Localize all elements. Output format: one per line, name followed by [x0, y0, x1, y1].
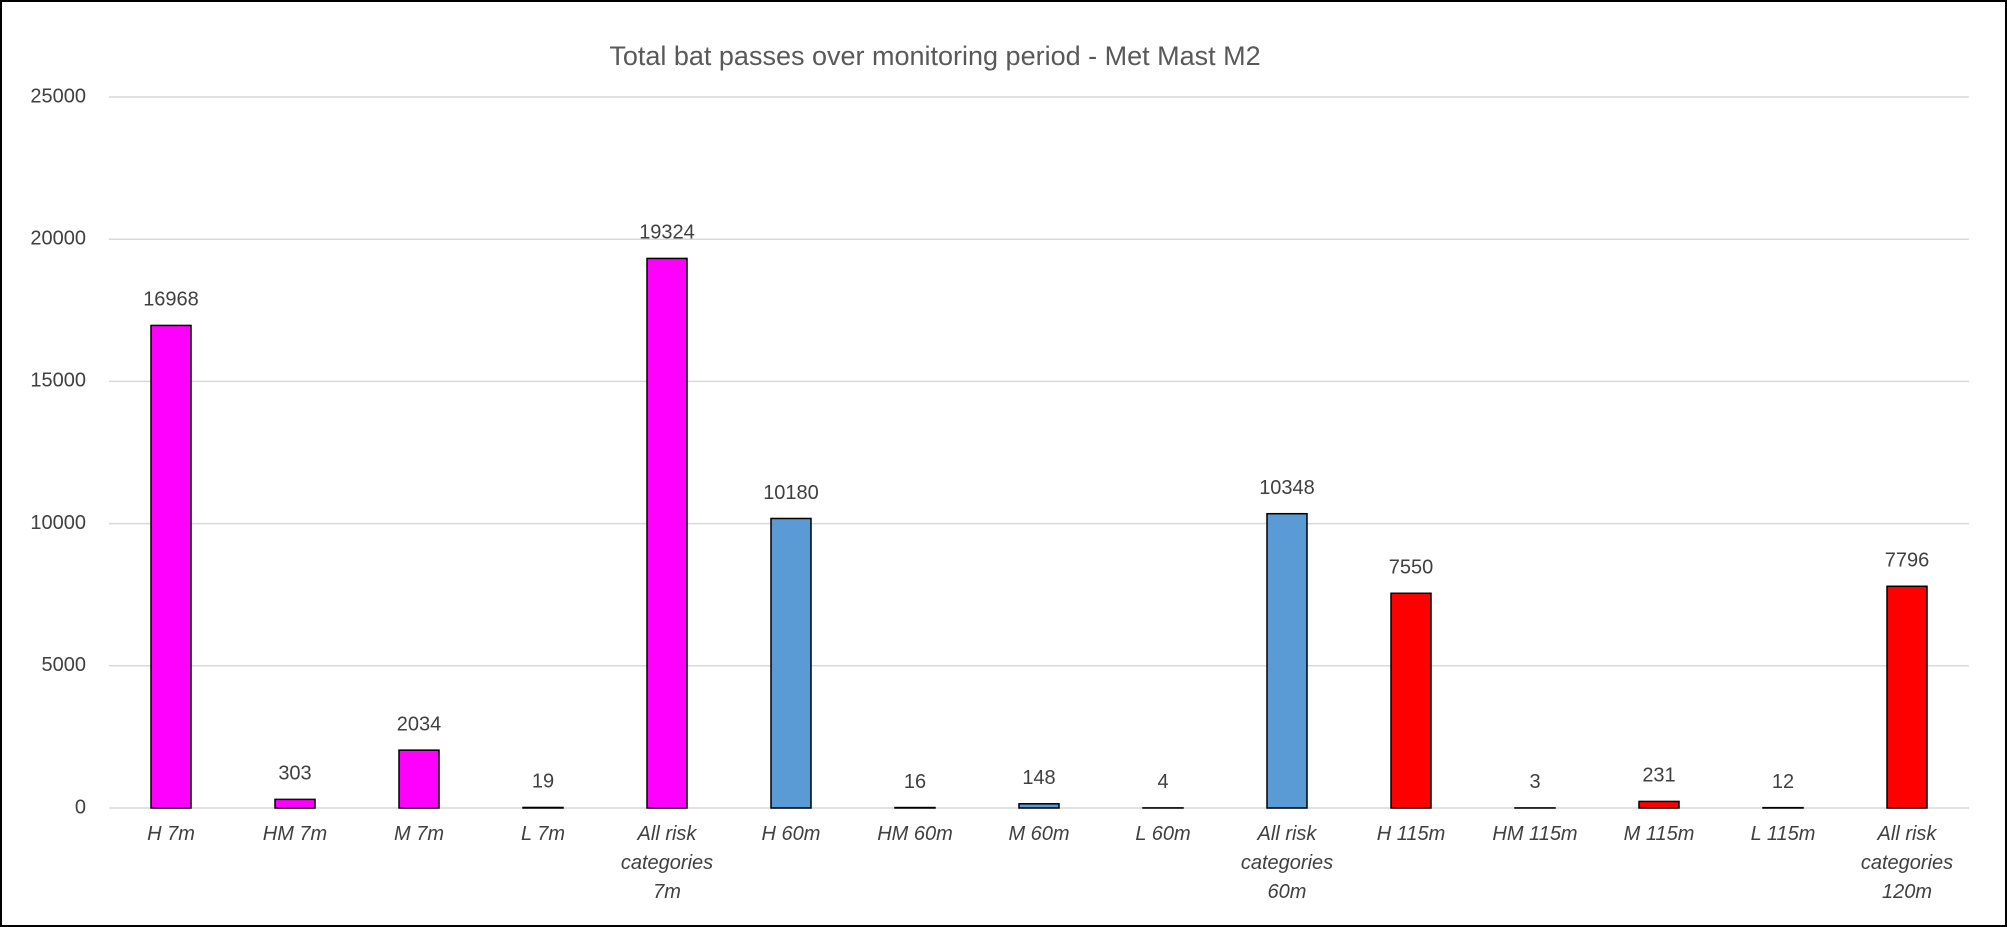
bar — [1638, 800, 1680, 809]
bar — [1390, 592, 1432, 809]
value-label: 10180 — [763, 482, 819, 504]
value-label: 3 — [1529, 771, 1540, 793]
x-tick-label: H 7m — [147, 823, 195, 845]
x-tick-label: H 60m — [761, 823, 821, 845]
value-label: 7550 — [1389, 557, 1434, 579]
bar — [646, 257, 688, 809]
x-tick-label: L 7m — [520, 823, 566, 845]
x-tick-label: M 115m — [1623, 823, 1695, 845]
bar — [150, 324, 192, 809]
y-tick-label: 5000 — [42, 654, 87, 676]
value-label: 231 — [1642, 765, 1675, 787]
y-tick-label: 15000 — [30, 370, 86, 392]
x-tick-label: HM 115m — [1492, 823, 1578, 845]
value-label: 303 — [278, 763, 311, 785]
bar — [398, 749, 440, 809]
x-tick-label: M 7m — [394, 823, 444, 845]
bar — [770, 517, 812, 809]
y-tick-label: 20000 — [30, 227, 86, 249]
bar — [522, 806, 564, 809]
value-label: 7796 — [1885, 550, 1930, 572]
x-tick-label: M 60m — [1008, 823, 1070, 845]
value-label: 2034 — [397, 713, 442, 735]
x-tick-label: HM 7m — [262, 823, 328, 845]
y-tick-label: 10000 — [30, 512, 86, 534]
x-tick-label: L 60m — [1135, 823, 1191, 845]
bar — [1886, 585, 1928, 809]
value-label: 4 — [1157, 771, 1168, 793]
x-tick-label: All risk categories 60m — [1240, 823, 1334, 903]
chart-title: Total bat passes over monitoring period … — [609, 41, 1260, 71]
value-label: 148 — [1022, 767, 1055, 789]
value-label: 16 — [904, 771, 926, 793]
y-tick-label: 25000 — [30, 85, 86, 107]
x-tick-label: All risk categories 7m — [620, 823, 714, 903]
bar — [1266, 512, 1308, 809]
bar — [1018, 803, 1060, 809]
x-tick-label: L 115m — [1750, 823, 1816, 845]
y-tick-label: 0 — [75, 796, 86, 818]
value-label: 19324 — [639, 222, 695, 244]
value-label: 19 — [532, 771, 554, 793]
value-label: 10348 — [1259, 477, 1315, 499]
x-tick-label: All risk categories 120m — [1860, 823, 1954, 903]
value-label: 16968 — [143, 289, 199, 311]
x-tick-label: HM 60m — [877, 823, 953, 845]
bar — [274, 798, 316, 809]
x-tick-label: H 115m — [1376, 823, 1446, 845]
value-label: 12 — [1772, 771, 1794, 793]
